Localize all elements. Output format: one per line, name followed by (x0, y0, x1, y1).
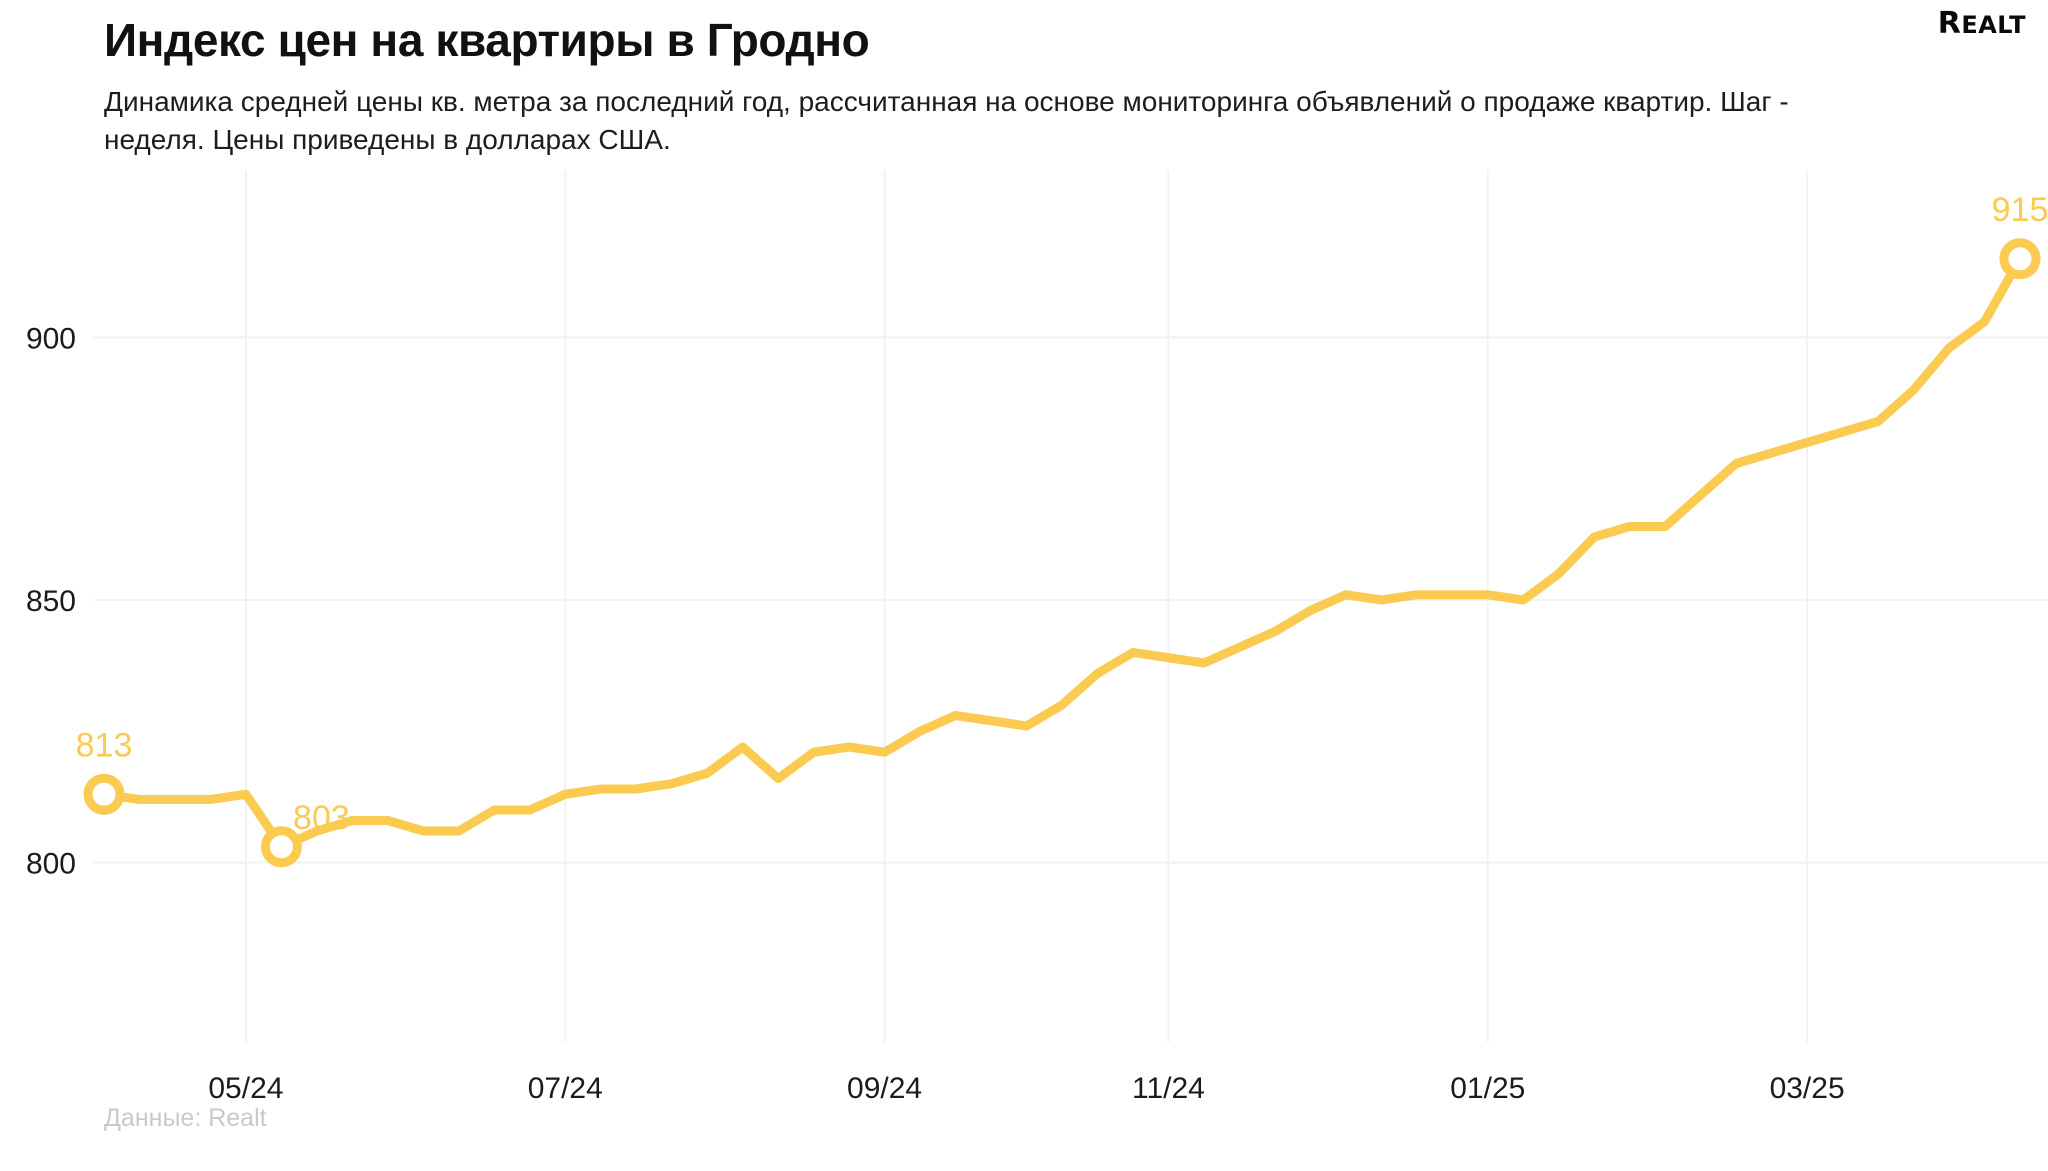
y-axis-tick-label: 850 (26, 585, 76, 618)
x-axis-tick-label: 01/25 (1450, 1072, 1525, 1105)
price-line-series (99, 254, 2025, 852)
x-axis-tick-label: 09/24 (847, 1072, 922, 1105)
page-title: Индекс цен на квартиры в Гродно (104, 14, 870, 66)
logo-rest: EALT (1961, 11, 2026, 39)
x-axis-tick-label: 03/25 (1770, 1072, 1845, 1105)
data-point-labels: 813 803 915 (76, 191, 2048, 837)
x-axis-ticks: 05/24 07/24 09/24 11/24 01/25 03/25 (208, 1072, 1844, 1105)
data-point-markers (83, 238, 2041, 868)
realt-logo: REALT (1938, 6, 2026, 41)
x-axis-tick-label: 05/24 (208, 1072, 283, 1105)
y-axis-tick-label: 800 (26, 848, 76, 881)
y-axis-ticks: 800 850 900 (26, 323, 76, 881)
y-axis-tick-label: 900 (26, 323, 76, 356)
data-point-marker[interactable] (83, 773, 125, 815)
x-axis-tick-label: 11/24 (1132, 1072, 1205, 1105)
gridlines (94, 170, 2048, 1042)
data-point-value-label: 915 (1992, 191, 2048, 229)
data-source-note: Данные: Realt (104, 1104, 267, 1132)
x-axis-tick-label: 07/24 (528, 1072, 603, 1105)
data-point-marker[interactable] (1999, 238, 2041, 280)
data-point-value-label: 813 (76, 726, 133, 764)
price-line-path (99, 254, 2025, 852)
logo-initial: R (1937, 6, 1962, 41)
data-point-value-label: 803 (293, 799, 350, 837)
chart-subtitle: Динамика средней цены кв. метра за после… (104, 85, 1789, 155)
data-point-marker[interactable] (260, 826, 302, 868)
chart-header: Индекс цен на квартиры в Гродно Динамика… (0, 0, 2048, 159)
